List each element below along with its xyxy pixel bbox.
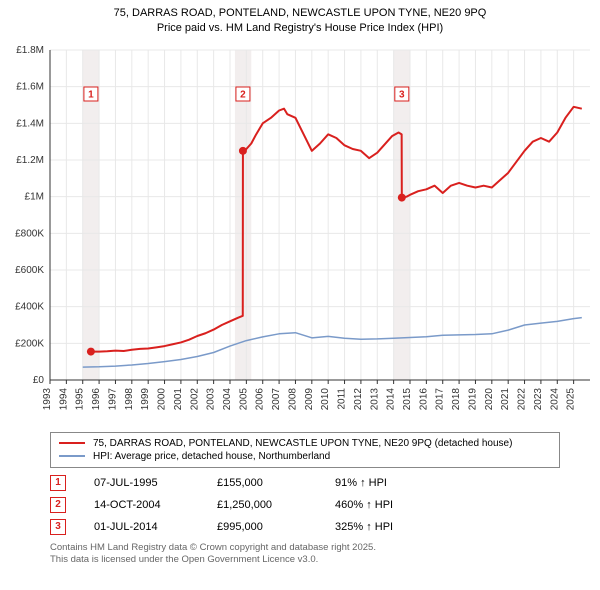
event-price: £155,000 bbox=[217, 477, 307, 489]
svg-text:1995: 1995 bbox=[75, 387, 86, 410]
svg-text:2006: 2006 bbox=[255, 387, 266, 410]
svg-text:2015: 2015 bbox=[402, 387, 413, 410]
event-marker-icon: 2 bbox=[50, 497, 66, 513]
event-date: 07-JUL-1995 bbox=[94, 477, 189, 489]
table-row: 1 07-JUL-1995 £155,000 91% ↑ HPI bbox=[50, 472, 560, 494]
svg-text:1997: 1997 bbox=[107, 387, 118, 410]
svg-text:£1.4M: £1.4M bbox=[16, 118, 44, 129]
legend: 75, DARRAS ROAD, PONTELAND, NEWCASTLE UP… bbox=[50, 432, 560, 468]
footer-line1: Contains HM Land Registry data © Crown c… bbox=[50, 542, 560, 554]
legend-swatch bbox=[59, 455, 85, 457]
legend-label: HPI: Average price, detached house, Nort… bbox=[93, 451, 330, 462]
table-row: 2 14-OCT-2004 £1,250,000 460% ↑ HPI bbox=[50, 494, 560, 516]
events-table: 1 07-JUL-1995 £155,000 91% ↑ HPI 2 14-OC… bbox=[50, 472, 560, 538]
event-price: £1,250,000 bbox=[217, 499, 307, 511]
svg-text:2: 2 bbox=[240, 89, 246, 100]
svg-text:£1.2M: £1.2M bbox=[16, 155, 44, 166]
svg-text:2002: 2002 bbox=[189, 387, 200, 410]
svg-text:2007: 2007 bbox=[271, 387, 282, 410]
svg-text:2008: 2008 bbox=[287, 387, 298, 410]
svg-text:£1.8M: £1.8M bbox=[16, 45, 44, 56]
svg-text:£200K: £200K bbox=[15, 338, 44, 349]
svg-text:2009: 2009 bbox=[304, 387, 315, 410]
footer-line2: This data is licensed under the Open Gov… bbox=[50, 554, 560, 566]
event-pct: 91% ↑ HPI bbox=[335, 477, 425, 489]
event-marker-icon: 1 bbox=[50, 475, 66, 491]
svg-text:1993: 1993 bbox=[42, 387, 53, 410]
svg-text:2019: 2019 bbox=[467, 387, 478, 410]
table-row: 3 01-JUL-2014 £995,000 325% ↑ HPI bbox=[50, 516, 560, 538]
svg-text:2023: 2023 bbox=[533, 387, 544, 410]
chart-area: £0 £200K £400K £600K £800K £1M £1.2M £1.4M £1.6M… bbox=[0, 40, 600, 430]
event-pct: 460% ↑ HPI bbox=[335, 499, 425, 511]
legend-item: HPI: Average price, detached house, Nort… bbox=[59, 450, 551, 463]
footer-note: Contains HM Land Registry data © Crown c… bbox=[50, 542, 560, 567]
svg-text:2018: 2018 bbox=[451, 387, 462, 410]
svg-text:1998: 1998 bbox=[124, 387, 135, 410]
legend-item: 75, DARRAS ROAD, PONTELAND, NEWCASTLE UP… bbox=[59, 437, 551, 450]
chart-svg: £0 £200K £400K £600K £800K £1M £1.2M £1.4M £1.6M… bbox=[0, 40, 600, 430]
svg-text:2012: 2012 bbox=[353, 387, 364, 410]
svg-text:2022: 2022 bbox=[517, 387, 528, 410]
event-marker-icon: 3 bbox=[50, 519, 66, 535]
svg-text:2010: 2010 bbox=[320, 387, 331, 410]
svg-text:£800K: £800K bbox=[15, 228, 44, 239]
event-price: £995,000 bbox=[217, 521, 307, 533]
svg-text:2011: 2011 bbox=[337, 387, 348, 409]
svg-text:2004: 2004 bbox=[222, 387, 233, 410]
svg-text:2024: 2024 bbox=[549, 387, 560, 410]
svg-text:2025: 2025 bbox=[566, 387, 577, 410]
svg-text:£600K: £600K bbox=[15, 265, 44, 276]
event-date: 01-JUL-2014 bbox=[94, 521, 189, 533]
svg-text:£1M: £1M bbox=[25, 191, 44, 202]
svg-text:2001: 2001 bbox=[173, 387, 184, 410]
svg-text:2003: 2003 bbox=[206, 387, 217, 410]
svg-text:1999: 1999 bbox=[140, 387, 151, 410]
svg-text:1: 1 bbox=[88, 89, 94, 100]
svg-text:2021: 2021 bbox=[500, 387, 511, 410]
title-line2: Price paid vs. HM Land Registry's House … bbox=[10, 21, 590, 36]
svg-text:2020: 2020 bbox=[484, 387, 495, 410]
svg-text:1994: 1994 bbox=[58, 387, 69, 410]
svg-text:3: 3 bbox=[399, 89, 405, 100]
svg-text:2014: 2014 bbox=[386, 387, 397, 410]
svg-text:2005: 2005 bbox=[238, 387, 249, 410]
svg-text:£0: £0 bbox=[33, 375, 45, 386]
svg-text:2000: 2000 bbox=[157, 387, 168, 410]
svg-text:£400K: £400K bbox=[15, 301, 44, 312]
chart-container: 75, DARRAS ROAD, PONTELAND, NEWCASTLE UP… bbox=[0, 0, 600, 590]
svg-text:£1.6M: £1.6M bbox=[16, 81, 44, 92]
svg-text:2016: 2016 bbox=[418, 387, 429, 410]
title-line1: 75, DARRAS ROAD, PONTELAND, NEWCASTLE UP… bbox=[10, 6, 590, 21]
title-block: 75, DARRAS ROAD, PONTELAND, NEWCASTLE UP… bbox=[0, 0, 600, 40]
legend-label: 75, DARRAS ROAD, PONTELAND, NEWCASTLE UP… bbox=[93, 438, 512, 449]
legend-swatch bbox=[59, 442, 85, 444]
svg-text:2013: 2013 bbox=[369, 387, 380, 410]
event-date: 14-OCT-2004 bbox=[94, 499, 189, 511]
svg-text:1996: 1996 bbox=[91, 387, 102, 410]
svg-text:2017: 2017 bbox=[435, 387, 446, 410]
event-pct: 325% ↑ HPI bbox=[335, 521, 425, 533]
